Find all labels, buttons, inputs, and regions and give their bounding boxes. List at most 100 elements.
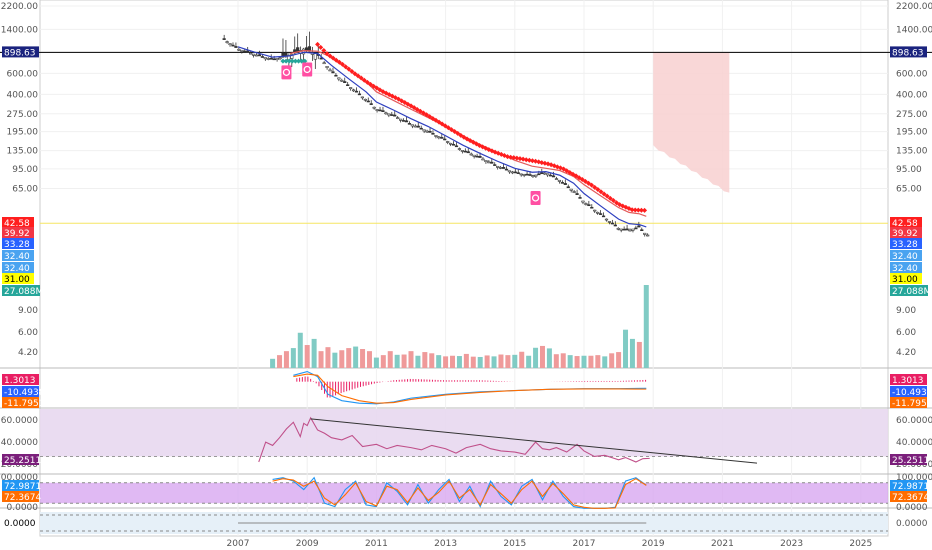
volume-bar [318, 351, 324, 368]
sar-marker [296, 58, 302, 64]
price-badge-right-bg [890, 273, 922, 284]
price-tick-left: 400.00 [7, 90, 39, 100]
candle-body [493, 164, 497, 166]
candle-body [319, 57, 323, 60]
sar-marker [292, 58, 298, 64]
candle-body [463, 150, 467, 153]
candle-body [401, 120, 406, 122]
candle-body [266, 58, 270, 60]
volume-bar [415, 355, 421, 368]
sar-marker [286, 58, 292, 64]
stochastic-badge-left-bg [2, 480, 39, 491]
macd-badge-left: -11.7951 [4, 399, 44, 409]
price-badge-right: 32.40 [892, 252, 918, 262]
sar-marker [352, 71, 358, 77]
rsi-badge-left-bg [2, 454, 39, 465]
candle-body [504, 168, 509, 171]
stochastic-badge-left: 72.9871 [4, 482, 41, 492]
candle-body [584, 203, 588, 205]
volume-bar [519, 351, 525, 368]
x-tick-label: 2015 [503, 539, 526, 549]
volume-bar [581, 355, 587, 368]
candle-body [419, 127, 423, 130]
candle-body [413, 125, 417, 128]
volume-bar [623, 329, 629, 368]
candle-body [516, 172, 520, 174]
volume-bar [609, 353, 615, 368]
volume-bar [629, 338, 635, 368]
candle-body [534, 174, 538, 177]
rsi-badge-right-bg [890, 454, 927, 465]
candle-body [337, 77, 341, 80]
sar-marker [638, 207, 644, 213]
candle-body [372, 106, 376, 109]
candle-body [360, 96, 364, 99]
price-tick-right: 2200.00 [896, 2, 932, 12]
volume-tick-right: 4.20 [896, 348, 916, 358]
price-badge-left: 32.40 [4, 252, 30, 262]
price-tick-left: 135.00 [7, 147, 39, 157]
candle-body [640, 229, 644, 232]
candle-body [237, 48, 241, 51]
volume-bar [339, 350, 345, 368]
candle-body [340, 79, 344, 82]
candle-body [275, 58, 279, 60]
candle-body [393, 114, 397, 117]
candle-body [228, 43, 232, 46]
sar-marker [455, 130, 461, 136]
candle-body [449, 142, 453, 145]
candle-body [457, 148, 462, 150]
sar-marker [302, 58, 308, 64]
candle-body [537, 173, 541, 176]
candle-body [578, 197, 582, 199]
candle-body [357, 93, 362, 96]
candle-body [484, 160, 488, 163]
stochastic-d-line [272, 478, 647, 509]
candle-body [399, 118, 403, 121]
volume-bar [616, 352, 622, 368]
macd-badge-left: 1.3013 [4, 376, 36, 386]
candle-body [487, 161, 491, 164]
price-badge-left: 27.088M [4, 287, 43, 297]
volume-bar [636, 341, 642, 368]
price-tick-right: 195.00 [896, 128, 928, 138]
sar-marker [283, 58, 289, 64]
x-tick-label: 2017 [573, 539, 596, 549]
event-marker-icon [282, 68, 291, 76]
event-marker-icon [281, 65, 292, 80]
price-badge-left: 42.58 [4, 219, 30, 229]
sar-marker [517, 156, 523, 162]
sar-marker [592, 184, 598, 190]
price-tick-left: 95.00 [12, 165, 38, 175]
volume-bar [408, 351, 414, 368]
candle-body [431, 133, 435, 135]
volume-bar [484, 355, 490, 368]
candle-body [422, 129, 426, 132]
candle-body [428, 131, 432, 133]
price-tick-left: 195.00 [7, 128, 39, 138]
volume-bar [277, 355, 283, 368]
candle-body [581, 200, 585, 203]
sar-marker [529, 158, 535, 164]
price-badge-right: 31.00 [892, 275, 918, 285]
candle-body [443, 138, 447, 141]
price-tick-left: 1400.00 [1, 25, 38, 35]
sar-marker [299, 58, 305, 64]
ema-short-line [237, 46, 647, 228]
candle-body [543, 172, 547, 175]
volume-tick-right: 6.00 [896, 328, 916, 338]
candle-body [404, 120, 409, 123]
volume-bar [380, 355, 386, 368]
volume-bar [332, 352, 338, 368]
volume-bar [346, 348, 352, 368]
event-marker-icon [303, 65, 311, 74]
volume-bar [436, 355, 442, 368]
candle-body [434, 135, 438, 137]
candle-body [616, 228, 620, 230]
candle-body [440, 137, 444, 139]
candle-body [593, 209, 597, 212]
rsi-tick-right: 60.0000 [896, 416, 932, 426]
sar-marker [520, 156, 526, 162]
stochastic-badge-right: 72.9871 [892, 482, 929, 492]
